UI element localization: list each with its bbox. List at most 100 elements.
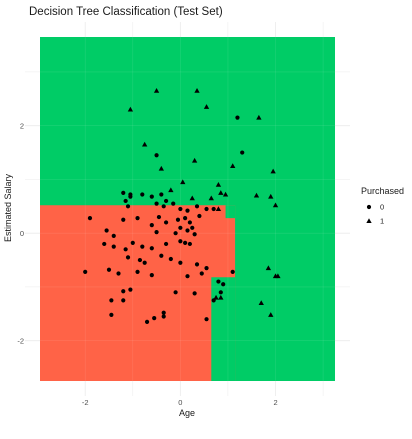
point-class-0 — [149, 246, 154, 251]
point-class-0 — [140, 244, 145, 249]
point-class-1 — [153, 87, 160, 93]
point-class-1 — [218, 294, 224, 300]
point-class-0 — [137, 257, 143, 263]
point-class-0 — [199, 271, 204, 276]
point-class-1 — [194, 87, 200, 93]
region-class-0 — [40, 205, 236, 381]
point-class-0 — [140, 192, 145, 197]
point-class-0 — [144, 319, 150, 324]
point-class-1 — [230, 163, 236, 168]
point-class-0 — [142, 260, 147, 265]
point-class-0 — [149, 194, 154, 199]
point-class-1 — [272, 202, 279, 208]
legend-key-circle — [366, 204, 372, 210]
point-class-0 — [161, 310, 166, 315]
point-class-0 — [125, 255, 131, 260]
legend-key-triangle — [366, 218, 372, 223]
point-class-0 — [192, 232, 197, 237]
point-class-0 — [128, 287, 133, 292]
legend-label: 1 — [380, 217, 384, 226]
point-class-0 — [178, 260, 183, 265]
point-class-0 — [154, 201, 159, 206]
point-class-1 — [158, 165, 164, 171]
point-class-1 — [127, 106, 134, 112]
legend-label: 0 — [380, 203, 384, 212]
point-class-0 — [123, 247, 128, 252]
point-class-0 — [204, 206, 209, 212]
legend: Purchased 0 1 — [361, 186, 404, 226]
y-axis-label: Estimated Salary — [3, 173, 13, 242]
point-class-0 — [149, 273, 154, 278]
point-class-1 — [222, 191, 229, 197]
point-class-0 — [240, 150, 245, 155]
point-class-0 — [187, 241, 192, 247]
point-class-0 — [185, 208, 190, 213]
y-tick-label: -2 — [17, 336, 24, 345]
point-class-0 — [173, 231, 178, 236]
point-class-1 — [275, 273, 281, 279]
point-class-0 — [83, 269, 88, 274]
point-class-0 — [161, 204, 166, 209]
y-tick-label: 2 — [20, 121, 24, 130]
point-class-0 — [183, 240, 188, 245]
point-class-0 — [128, 194, 133, 199]
point-class-0 — [116, 271, 121, 276]
point-class-0 — [216, 279, 221, 284]
point-class-0 — [171, 201, 176, 206]
region-class-1 — [225, 205, 236, 219]
point-class-0 — [152, 316, 157, 321]
point-class-0 — [204, 266, 209, 271]
point-class-1 — [142, 141, 148, 147]
legend-title: Purchased — [361, 186, 404, 196]
point-class-0 — [121, 190, 126, 195]
point-class-0 — [178, 206, 183, 212]
point-class-0 — [163, 198, 169, 204]
point-class-0 — [194, 262, 200, 267]
point-class-0 — [109, 298, 114, 303]
point-class-0 — [197, 213, 202, 219]
region-class-1 — [211, 277, 236, 381]
point-class-0 — [178, 239, 183, 244]
point-class-0 — [185, 228, 190, 233]
point-class-1 — [268, 193, 274, 199]
point-class-0 — [87, 216, 93, 221]
chart-title: Decision Tree Classification (Test Set) — [29, 6, 223, 18]
point-class-0 — [204, 317, 209, 322]
point-class-0 — [106, 267, 112, 272]
point-class-1 — [268, 312, 274, 317]
point-class-1 — [191, 157, 198, 163]
minor-grid — [40, 37, 335, 381]
point-class-0 — [111, 233, 116, 238]
point-class-0 — [102, 241, 107, 247]
point-class-1 — [168, 187, 174, 193]
point-class-0 — [125, 204, 131, 209]
point-class-0 — [161, 314, 166, 319]
point-class-1 — [270, 168, 276, 174]
point-class-0 — [123, 198, 128, 204]
point-class-0 — [130, 240, 135, 245]
point-class-0 — [230, 269, 235, 274]
point-class-0 — [159, 192, 164, 197]
point-class-0 — [156, 214, 162, 220]
point-class-0 — [154, 153, 159, 158]
point-class-0 — [221, 282, 226, 287]
point-class-0 — [111, 244, 116, 249]
point-class-1 — [258, 300, 264, 306]
x-tick-label: -2 — [82, 398, 89, 407]
point-class-1 — [218, 190, 224, 195]
point-class-0 — [135, 216, 140, 221]
x-tick-label: 2 — [273, 398, 277, 407]
point-class-0 — [121, 289, 126, 294]
point-class-1 — [208, 195, 214, 201]
point-class-1 — [189, 195, 195, 201]
point-class-0 — [190, 225, 195, 230]
point-class-1 — [215, 182, 222, 187]
point-class-0 — [163, 241, 169, 247]
point-class-0 — [159, 253, 164, 258]
point-class-0 — [187, 220, 192, 225]
point-class-0 — [168, 256, 173, 262]
point-class-0 — [173, 290, 178, 295]
point-class-0 — [104, 228, 109, 233]
point-class-0 — [121, 217, 126, 222]
point-class-0 — [149, 223, 154, 228]
